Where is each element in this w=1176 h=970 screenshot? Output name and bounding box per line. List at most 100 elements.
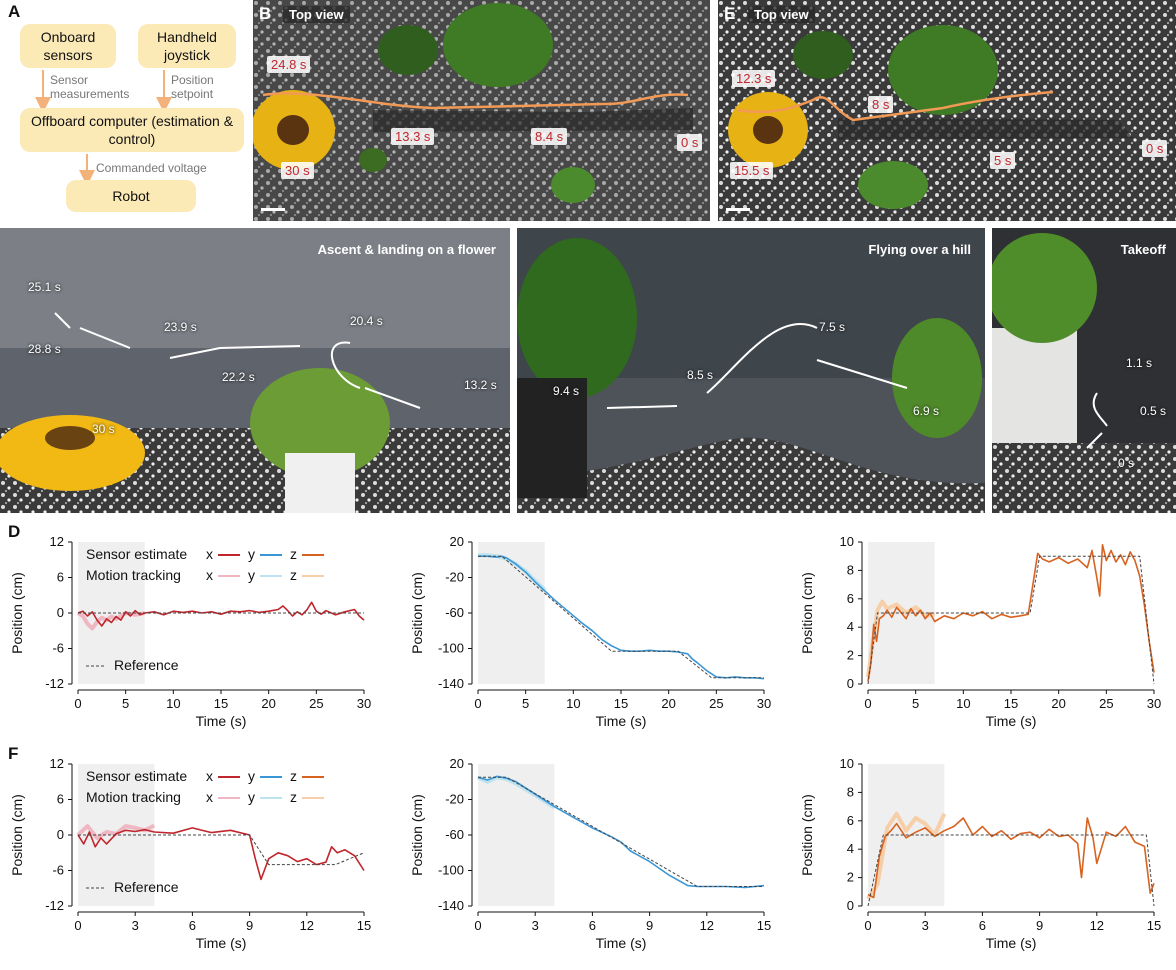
chart-svg: -140 -100 -60 -20 20 0 3 6 9 12 15 Time (s) Position…: [409, 756, 771, 951]
sensor-measurements-label: Sensor measurements: [50, 73, 130, 101]
legend-key-z: z: [290, 768, 297, 784]
y-tick-label: 0: [847, 676, 854, 691]
panel-letter-f: F: [8, 744, 19, 763]
y-axis-label: Position (cm): [799, 794, 815, 876]
commanded-voltage-label: Commanded voltage: [96, 161, 207, 175]
x-tick-label: 3: [922, 918, 929, 933]
x-tick-label: 20: [1051, 696, 1065, 711]
time-tag: 0 s: [1142, 140, 1168, 157]
y-tick-label: -140: [438, 676, 464, 691]
legend-key-y: y: [248, 768, 255, 784]
x-tick-label: 30: [757, 696, 771, 711]
time-label: 7.5 s: [819, 320, 846, 334]
x-tick-label: 12: [700, 918, 714, 933]
y-tick-label: -20: [445, 570, 464, 585]
time-label: 6.9 s: [913, 404, 940, 418]
series-sensor-estimate-z: [867, 817, 1155, 899]
x-tick-label: 3: [132, 918, 139, 933]
shaded-region: [478, 542, 545, 684]
legend-key-y: y: [248, 789, 255, 805]
photo-takeoff: 1.1 s 0.5 s 0 s Takeoff: [992, 228, 1176, 513]
y-tick-label: 4: [847, 841, 854, 856]
y-tick-label: 8: [847, 784, 854, 799]
x-tick-label: 10: [566, 696, 580, 711]
x-tick-label: 10: [956, 696, 970, 711]
time-label: 13.2 s: [464, 378, 497, 392]
y-tick-label: 0: [57, 605, 64, 620]
shaded-region: [478, 764, 555, 906]
x-axis-label: Time (s): [986, 935, 1037, 951]
time-tag: 24.8 s: [267, 56, 311, 73]
legend-reference: Reference: [114, 657, 179, 673]
legend-key-z: z: [290, 546, 297, 562]
legend-motion-tracking: Motion tracking: [86, 567, 181, 583]
y-tick-label: -100: [438, 641, 464, 656]
x-axis-label: Time (s): [596, 713, 647, 729]
x-tick-label: 10: [166, 696, 180, 711]
x-tick-label: 0: [474, 696, 481, 711]
x-tick-label: 15: [1147, 918, 1161, 933]
photo-flower-landing: 25.1 s 23.9 s 20.4 s 28.8 s 22.2 s 13.2 …: [0, 228, 510, 513]
y-axis-label: Position (cm): [409, 572, 425, 654]
legend-key-x: x: [206, 789, 213, 805]
x-tick-label: 6: [189, 918, 196, 933]
y-tick-label: 0: [847, 898, 854, 913]
legend-key-z: z: [290, 789, 297, 805]
y-tick-label: 4: [847, 619, 854, 634]
y-tick-label: 2: [847, 870, 854, 885]
legend-motion-tracking: Motion tracking: [86, 789, 181, 805]
chart-d-y: -140 -100 -60 -20 20 0 5 10 15 20 25 30 Time (s) Posi…: [400, 530, 786, 747]
time-label: 0.5 s: [1140, 404, 1167, 418]
chart-d-x: -12 -6 0 6 12 0 5 10 15 20 25 30 Time (s) Position (c…: [0, 530, 386, 747]
y-tick-label: 12: [50, 534, 64, 549]
y-tick-label: 6: [847, 591, 854, 606]
y-axis-label: Position (cm): [9, 572, 25, 654]
photo-hill-drawing: [517, 228, 985, 513]
y-axis-label: Position (cm): [409, 794, 425, 876]
x-tick-label: 0: [864, 696, 871, 711]
diagram-arrows: [35, 70, 172, 186]
time-label: 8.5 s: [687, 368, 714, 382]
panel-letter-d: D: [8, 522, 21, 541]
chart-f-y: -140 -100 -60 -20 20 0 3 6 9 12 15 Time (s) Position…: [400, 752, 786, 969]
chart-f-x: -12 -6 0 6 12 0 3 6 9 12 15 Time (s) Position (cm) Se…: [0, 752, 386, 969]
legend-key-y: y: [248, 546, 255, 562]
y-tick-label: -6: [52, 863, 64, 878]
offboard-computer-box: Offboard computer (estimation & control): [20, 108, 244, 152]
photo-top-view-b: B Top view 24.8 s 13.3 s 8.4 s 0 s 30 s: [253, 0, 710, 221]
x-tick-label: 0: [474, 918, 481, 933]
time-label: 25.1 s: [28, 280, 61, 294]
panel-c-title-takeoff: Takeoff: [1120, 242, 1166, 257]
x-tick-label: 5: [912, 696, 919, 711]
time-tag: 0 s: [677, 134, 703, 151]
x-tick-label: 3: [532, 918, 539, 933]
time-label: 23.9 s: [164, 320, 197, 334]
y-tick-label: -140: [438, 898, 464, 913]
photo-flower-drawing: [0, 228, 510, 513]
time-label: 9.4 s: [553, 384, 580, 398]
series-motion-tracking-z: [866, 811, 947, 901]
legend-key-x: x: [206, 546, 213, 562]
time-tag: 30 s: [281, 162, 314, 179]
x-tick-label: 15: [357, 918, 371, 933]
series-reference: [78, 834, 365, 866]
y-tick-label: 0: [57, 827, 64, 842]
y-tick-label: -100: [438, 863, 464, 878]
time-tag: 8 s: [868, 96, 894, 113]
time-tag: 13.3 s: [391, 128, 435, 145]
x-axis-label: Time (s): [196, 713, 247, 729]
legend-reference: Reference: [114, 879, 179, 895]
legend-key-y: y: [248, 567, 255, 583]
x-tick-label: 6: [589, 918, 596, 933]
x-tick-label: 15: [614, 696, 628, 711]
y-tick-label: 2: [847, 648, 854, 663]
legend-key-x: x: [206, 567, 213, 583]
x-tick-label: 25: [709, 696, 723, 711]
panel-letter-b: B: [259, 4, 272, 23]
time-label: 28.8 s: [28, 342, 61, 356]
time-tag: 15.5 s: [730, 162, 774, 179]
series-sensor-estimate-z: [867, 544, 1155, 682]
time-label: 20.4 s: [350, 314, 383, 328]
x-axis-label: Time (s): [596, 935, 647, 951]
x-tick-label: 25: [1099, 696, 1113, 711]
